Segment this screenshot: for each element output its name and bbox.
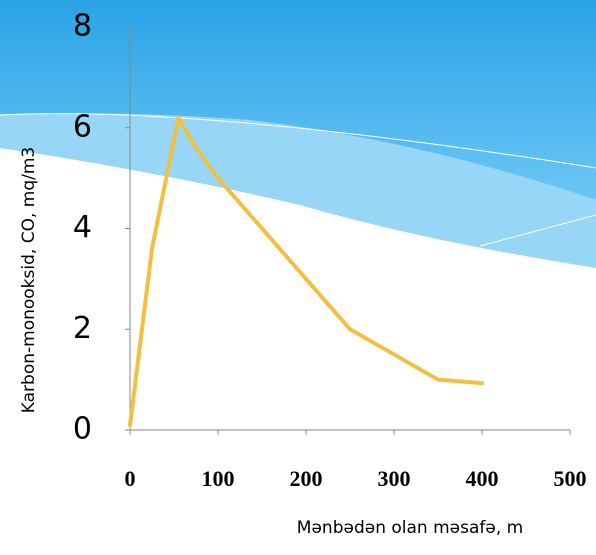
x-tick-label: 400 bbox=[466, 466, 499, 491]
x-tick-label: 300 bbox=[378, 466, 411, 491]
y-tick-label: 4 bbox=[73, 210, 92, 245]
x-tick-label: 0 bbox=[125, 466, 136, 491]
y-axis-label: Karbon-monooksid, CO, mq/m3 bbox=[19, 147, 39, 413]
y-tick-label: 2 bbox=[73, 311, 92, 346]
x-tick-label: 200 bbox=[290, 466, 323, 491]
y-tick-label: 0 bbox=[73, 412, 92, 447]
x-axis-label: Mənbədən olan məsafə, m bbox=[297, 518, 523, 538]
x-tick-label: 500 bbox=[554, 466, 587, 491]
chart: Karbon-monooksid, CO, mq/m3 Mənbədən ola… bbox=[0, 0, 596, 555]
y-tick-label: 8 bbox=[73, 9, 92, 44]
x-tick-label: 100 bbox=[202, 466, 235, 491]
y-tick-label: 6 bbox=[73, 109, 92, 144]
